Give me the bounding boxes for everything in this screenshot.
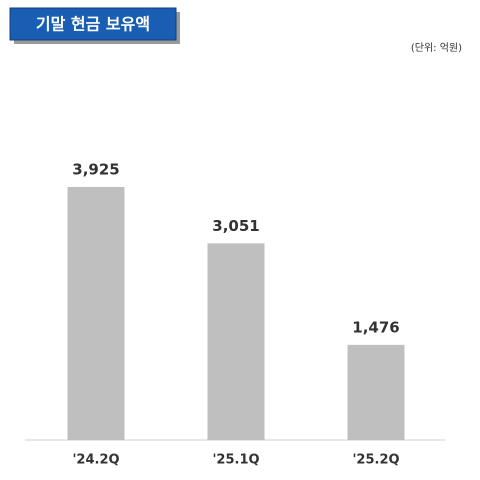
bar bbox=[67, 187, 125, 440]
x-tick-label: '25.2Q bbox=[352, 453, 399, 468]
unit-label: (단위: 억원) bbox=[411, 41, 462, 54]
x-tick-label: '24.2Q bbox=[72, 453, 119, 468]
bar bbox=[207, 243, 265, 440]
value-label: 3,925 bbox=[72, 161, 119, 179]
bar bbox=[347, 344, 405, 440]
chart-title: 기말 현금 보유액 bbox=[36, 15, 150, 34]
title-box bbox=[9, 7, 177, 41]
value-label: 1,476 bbox=[352, 318, 399, 336]
value-label: 3,051 bbox=[212, 217, 259, 235]
x-tick-label: '25.1Q bbox=[212, 453, 259, 468]
